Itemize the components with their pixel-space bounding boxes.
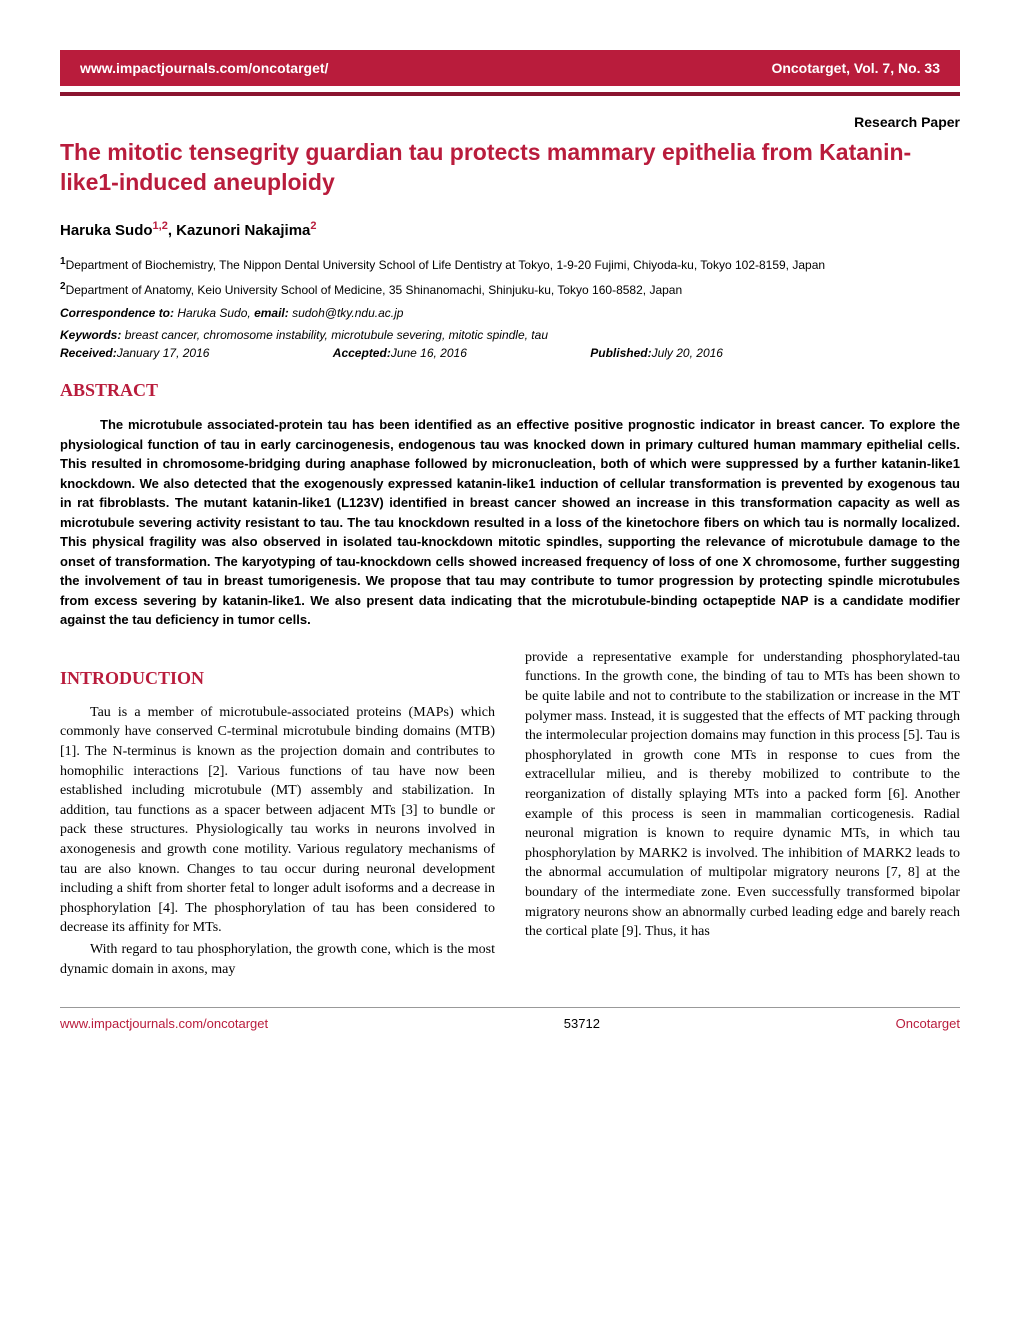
left-column: INTRODUCTION Tau is a member of microtub…: [60, 648, 495, 981]
author-2: , Kazunori Nakajima: [168, 222, 311, 239]
body-columns: INTRODUCTION Tau is a member of microtub…: [60, 648, 960, 981]
author-1: Haruka Sudo: [60, 222, 153, 239]
correspondence-text: Haruka Sudo,: [174, 306, 254, 320]
page-footer: www.impactjournals.com/oncotarget 53712 …: [60, 1007, 960, 1031]
abstract-heading: ABSTRACT: [60, 380, 960, 401]
journal-header-bar: www.impactjournals.com/oncotarget/ Oncot…: [60, 50, 960, 89]
intro-paragraph-2: With regard to tau phosphorylation, the …: [60, 940, 495, 979]
footer-journal: Oncotarget: [896, 1016, 960, 1031]
author-2-sup: 2: [310, 220, 316, 232]
header-journal-info: Oncotarget, Vol. 7, No. 33: [771, 60, 940, 76]
footer-url: www.impactjournals.com/oncotarget: [60, 1016, 268, 1031]
footer-page-number: 53712: [564, 1016, 600, 1031]
authors-line: Haruka Sudo1,2, Kazunori Nakajima2: [60, 220, 960, 239]
accepted-date: Accepted: June 16, 2016: [333, 346, 527, 360]
abstract-body: The microtubule associated-protein tau h…: [60, 415, 960, 630]
right-column: provide a representative example for und…: [525, 648, 960, 981]
affiliation-1-text: Department of Biochemistry, The Nippon D…: [66, 258, 825, 272]
published-date: Published: July 20, 2016: [590, 346, 783, 360]
keywords-text: breast cancer, chromosome instability, m…: [121, 328, 548, 342]
affiliation-2: 2Department of Anatomy, Keio University …: [60, 280, 960, 299]
intro-paragraph-1: Tau is a member of microtubule-associate…: [60, 703, 495, 938]
affiliation-1: 1Department of Biochemistry, The Nippon …: [60, 255, 960, 274]
keywords-label: Keywords:: [60, 328, 121, 342]
introduction-heading: INTRODUCTION: [60, 668, 495, 689]
header-url: www.impactjournals.com/oncotarget/: [80, 60, 328, 76]
keywords-line: Keywords: breast cancer, chromosome inst…: [60, 328, 960, 342]
affiliation-2-text: Department of Anatomy, Keio University S…: [66, 283, 683, 297]
received-date: Received: January 17, 2016: [60, 346, 269, 360]
intro-paragraph-3: provide a representative example for und…: [525, 648, 960, 942]
correspondence-label: Correspondence to:: [60, 306, 174, 320]
author-1-sup: 1,2: [153, 220, 168, 232]
article-title: The mitotic tensegrity guardian tau prot…: [60, 138, 960, 198]
correspondence-email: sudoh@tky.ndu.ac.jp: [289, 306, 404, 320]
paper-type-label: Research Paper: [60, 114, 960, 130]
correspondence-line: Correspondence to: Haruka Sudo, email: s…: [60, 306, 960, 320]
correspondence-email-label: email:: [254, 306, 289, 320]
dates-line: Received: January 17, 2016 Accepted: Jun…: [60, 346, 960, 360]
header-divider: [60, 92, 960, 96]
